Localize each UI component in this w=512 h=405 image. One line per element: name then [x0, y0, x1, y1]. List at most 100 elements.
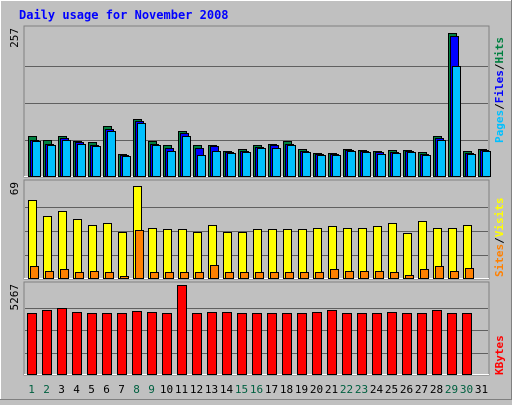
bar-pages-day-19: [302, 152, 311, 177]
bar-kbytes-day-8: [132, 311, 142, 375]
bar-sites-day-17: [270, 272, 279, 279]
legend-entry-sites: Sites: [493, 244, 506, 277]
bar-visits-day-26: [403, 233, 412, 279]
bar-pages-day-9: [152, 145, 161, 177]
bar-pages-day-11: [182, 136, 191, 177]
bar-sites-day-8: [135, 230, 144, 279]
x-tick-label: 27: [415, 383, 428, 396]
bar-kbytes-day-5: [87, 313, 97, 375]
bar-kbytes-day-7: [117, 313, 127, 375]
bar-sites-day-5: [90, 271, 99, 279]
bar-kbytes-day-2: [42, 310, 52, 375]
x-tick-label: 14: [220, 383, 234, 396]
bar-visits-day-11: [178, 229, 187, 279]
bar-pages-day-25: [392, 153, 401, 177]
bar-pages-day-1: [32, 141, 41, 177]
legend-separator: /: [493, 63, 506, 70]
bar-pages-day-4: [77, 144, 86, 177]
bar-visits-day-6: [103, 223, 112, 279]
bar-kbytes-day-26: [402, 313, 412, 375]
bar-visits-day-18: [283, 229, 292, 279]
bar-sites-day-11: [180, 272, 189, 279]
bar-pages-day-10: [167, 151, 176, 177]
x-tick-label: 17: [265, 383, 278, 396]
x-tick-label: 19: [295, 383, 308, 396]
bar-sites-day-10: [165, 272, 174, 279]
series-pages: [32, 66, 491, 177]
panel-max-label: 257: [8, 28, 21, 48]
bar-visits-day-10: [163, 229, 172, 279]
bar-kbytes-day-1: [27, 313, 37, 375]
x-axis-day-labels: 1 2 3 4 5 6 7 8 9 10 11 12 13 14 15 16 17 18 19 20 21 22 23 24 2…: [28, 383, 488, 396]
bar-sites-day-6: [105, 272, 114, 279]
bar-pages-day-14: [227, 153, 236, 177]
bar-kbytes-day-3: [57, 308, 67, 375]
bar-visits-day-4: [73, 219, 82, 279]
bar-kbytes-day-14: [222, 312, 232, 375]
bar-visits-day-5: [88, 225, 97, 279]
legend-entry-kbytes: KBytes: [493, 335, 506, 375]
bar-visits-day-20: [313, 228, 322, 279]
bar-kbytes-day-16: [252, 313, 262, 375]
bar-kbytes-day-23: [357, 313, 367, 375]
x-tick-label: 9: [148, 383, 155, 396]
bar-kbytes-day-18: [282, 313, 292, 375]
bar-pages-day-8: [137, 123, 146, 177]
bar-sites-day-19: [300, 272, 309, 279]
x-tick-label: 21: [325, 383, 338, 396]
x-tick-label: 16: [250, 383, 263, 396]
bar-kbytes-day-28: [432, 310, 442, 375]
bar-kbytes-day-21: [327, 310, 337, 375]
bar-kbytes-day-20: [312, 312, 322, 375]
x-tick-label: 1: [28, 383, 35, 396]
x-tick-label: 24: [370, 383, 384, 396]
series-kbytes: [27, 285, 472, 375]
panel-max-label: 5267: [8, 284, 21, 311]
bar-sites-day-20: [315, 272, 324, 279]
x-tick-label: 13: [205, 383, 218, 396]
bar-kbytes-day-30: [462, 313, 472, 375]
bar-pages-day-13: [212, 151, 221, 177]
bar-pages-day-17: [272, 148, 281, 177]
panel-visits-sites: 69 Sites/Visits: [8, 179, 506, 280]
panel-legend: KBytes: [493, 335, 506, 375]
bar-sites-day-23: [360, 271, 369, 279]
bar-sites-day-24: [375, 271, 384, 279]
bar-kbytes-day-15: [237, 313, 247, 375]
x-tick-label: 25: [385, 383, 398, 396]
bar-visits-day-15: [238, 232, 247, 279]
x-tick-label: 26: [400, 383, 413, 396]
legend-entry-files: Files: [493, 70, 506, 103]
bar-pages-day-26: [407, 152, 416, 177]
legend-separator: /: [493, 237, 506, 244]
bar-kbytes-day-29: [447, 313, 457, 375]
bar-kbytes-day-4: [72, 312, 82, 375]
bar-sites-day-26: [405, 275, 414, 279]
x-tick-label: 3: [58, 383, 65, 396]
x-tick-label: 11: [175, 383, 188, 396]
bar-sites-day-18: [285, 272, 294, 279]
bar-kbytes-day-27: [417, 313, 427, 375]
bar-sites-day-1: [30, 266, 39, 279]
bar-pages-day-5: [92, 146, 101, 177]
bar-pages-day-6: [107, 131, 116, 177]
bar-pages-day-22: [347, 151, 356, 177]
x-tick-label: 28: [430, 383, 443, 396]
x-tick-label: 4: [73, 383, 80, 396]
bar-pages-day-30: [467, 154, 476, 177]
bar-pages-day-29: [452, 66, 461, 177]
bar-pages-day-28: [437, 140, 446, 177]
x-tick-label: 29: [445, 383, 458, 396]
panel-legend: Pages/Files/Hits: [493, 37, 506, 143]
bar-visits-day-14: [223, 232, 232, 279]
x-tick-label: 30: [460, 383, 473, 396]
chart-title: Daily usage for November 2008: [19, 8, 229, 22]
panel-legend: Sites/Visits: [493, 198, 506, 278]
bar-sites-day-12: [195, 272, 204, 279]
x-tick-label: 18: [280, 383, 293, 396]
bar-sites-day-14: [225, 272, 234, 279]
bar-kbytes-day-6: [102, 313, 112, 375]
bar-sites-day-21: [330, 269, 339, 279]
